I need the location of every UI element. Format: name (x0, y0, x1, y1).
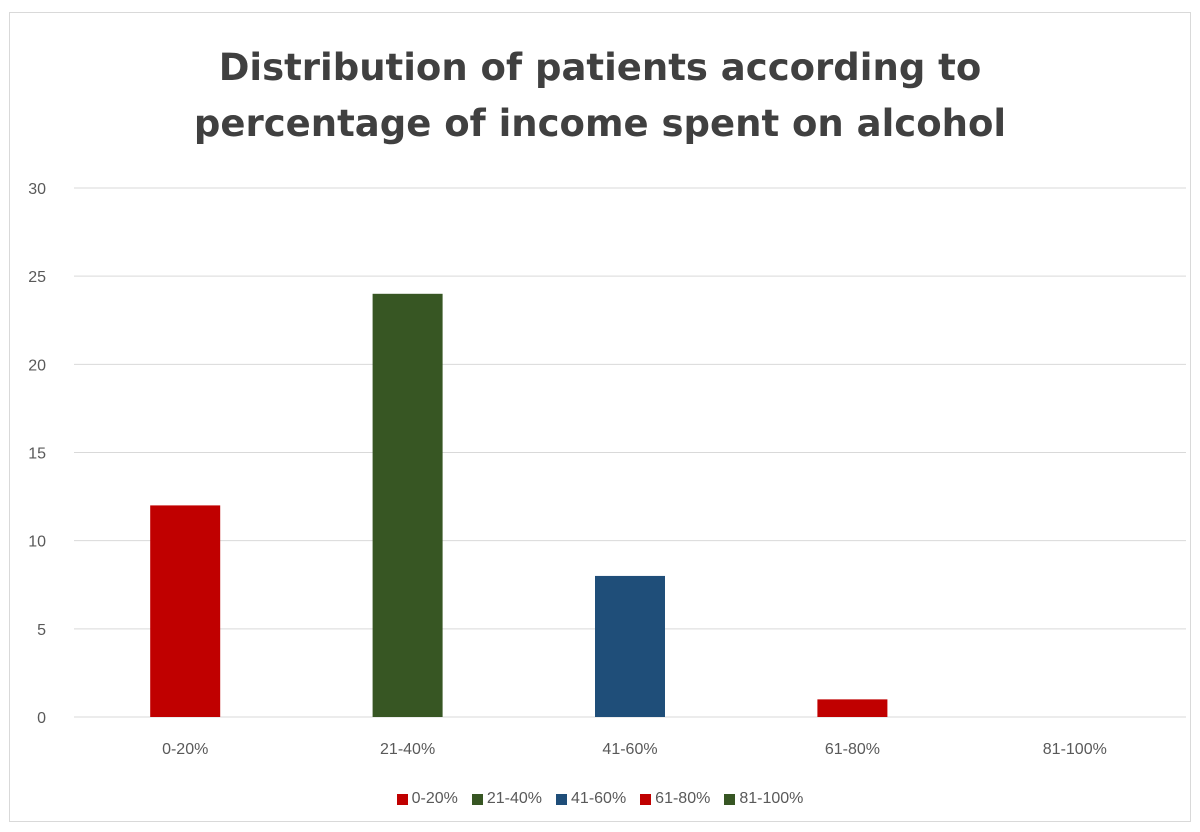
legend-swatch (640, 793, 652, 805)
legend-item: 0-20% (396, 790, 458, 808)
legend-label: 0-20% (411, 790, 458, 807)
legend-label: 41-60% (571, 790, 627, 807)
y-tick-label: 25 (28, 269, 46, 286)
x-tick-label: 61-80% (825, 741, 880, 758)
legend-label: 61-80% (655, 790, 711, 807)
bar-21-40% (372, 293, 443, 717)
y-tick-label: 15 (28, 446, 46, 463)
x-tick-label: 81-100% (1043, 741, 1107, 758)
y-tick-label: 0 (37, 710, 46, 727)
legend-item: 81-100% (724, 790, 803, 808)
chart-title-line-1: Distribution of patients according to (218, 46, 982, 89)
x-tick-label: 41-60% (602, 741, 657, 758)
legend-label: 21-40% (486, 790, 543, 807)
x-tick-label: 21-40% (380, 741, 435, 758)
legend-item: 41-60% (556, 790, 626, 808)
y-tick-label: 30 (28, 181, 46, 198)
bar-41-60% (595, 575, 665, 717)
legend-label: 81-100% (739, 790, 804, 807)
x-tick-label: 0-20% (162, 741, 208, 758)
legend-swatch (724, 793, 736, 805)
legend-swatch (396, 793, 408, 805)
legend-swatch (556, 793, 568, 805)
y-tick-label: 20 (28, 357, 46, 374)
y-tick-label: 5 (37, 622, 46, 639)
bar-0-20% (150, 505, 221, 717)
bar-61-80% (817, 699, 888, 717)
legend-swatch (471, 793, 483, 805)
legend-item: 21-40% (471, 790, 543, 808)
chart-title-line-2: percentage of income spent on alcohol (193, 102, 1007, 145)
chart-title: Distribution of patients according to pe… (9, 40, 1191, 152)
legend-item: 61-80% (640, 790, 710, 808)
chart-legend: 0-20% 21-40% 41-60% 61-80% 81-100% (9, 790, 1191, 808)
y-tick-label: 10 (28, 534, 46, 551)
